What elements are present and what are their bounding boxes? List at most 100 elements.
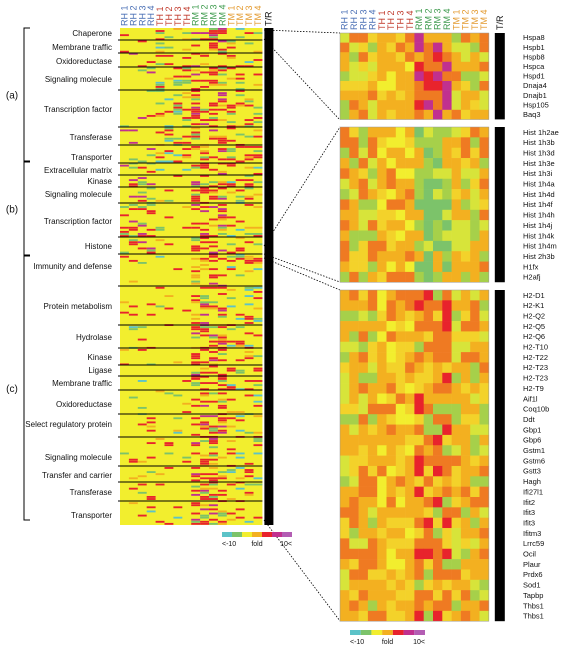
detail-cell [340, 251, 350, 262]
detail-cell [460, 362, 471, 374]
overview-cell [217, 493, 227, 496]
detail-cell [479, 158, 490, 169]
overview-cell [209, 392, 218, 395]
detail-cell [349, 300, 359, 311]
overview-cell [182, 168, 192, 171]
detail-cell [405, 331, 415, 343]
category-label: Signaling molecule [45, 75, 113, 84]
detail-cell [460, 168, 471, 180]
detail-cell [442, 168, 452, 180]
detail-cell [386, 230, 397, 242]
overview-cell [155, 42, 165, 45]
detail-cell [377, 100, 387, 111]
detail-cell [386, 569, 397, 581]
overview-cell [209, 30, 218, 32]
category-label: Membrane traffic [52, 379, 112, 388]
overview-cell [226, 127, 236, 130]
section-label: (b) [6, 205, 18, 216]
detail-cell [349, 372, 359, 384]
overview-cell [128, 328, 138, 331]
category-label: Ligase [88, 366, 112, 375]
overview-cell [164, 139, 174, 142]
detail-cell [405, 341, 415, 353]
column-label: TH 1 [155, 6, 165, 26]
overview-cell [200, 158, 209, 161]
detail-cell [349, 33, 359, 43]
overview-cell [128, 477, 138, 480]
detail-cell [423, 517, 434, 529]
overview-cell [226, 104, 236, 107]
category-label: Kinase [88, 177, 113, 186]
overview-cell [209, 365, 218, 368]
overview-cell [155, 160, 165, 163]
overview-cell [137, 69, 147, 72]
overview-cell [200, 388, 209, 391]
overview-cell [191, 112, 201, 115]
overview-cell [128, 280, 138, 283]
detail-cell [367, 579, 378, 591]
detail-cell [358, 220, 369, 231]
detail-cell [442, 590, 452, 601]
overview-cell [191, 317, 201, 320]
detail-cell [405, 476, 415, 487]
overview-cell [226, 259, 236, 262]
detail-cell [340, 109, 350, 120]
overview-cell [146, 506, 156, 509]
overview-cell [191, 239, 201, 242]
overview-cell [235, 90, 245, 92]
detail-cell [358, 507, 369, 518]
column-label: RH 1 [119, 5, 129, 26]
overview-cell [128, 183, 138, 186]
detail-cell [414, 33, 424, 43]
column-label: RM 3 [208, 4, 218, 26]
detail-cell [433, 137, 443, 148]
overview-cell [253, 367, 263, 370]
overview-cell [244, 351, 254, 353]
overview-cell [217, 406, 227, 409]
detail-cell [386, 445, 397, 456]
detail-cell [470, 610, 480, 622]
overview-cell [146, 498, 156, 500]
overview-cell [200, 156, 209, 159]
overview-cell [200, 392, 209, 395]
detail-cell [358, 81, 369, 91]
detail-cell [414, 158, 424, 169]
detail-cell [423, 33, 434, 43]
overview-cell [128, 326, 138, 329]
detail-cell [414, 209, 424, 221]
overview-cell [191, 110, 201, 113]
detail-cell [386, 52, 397, 63]
legend-left: <-10 fold 10< [222, 532, 292, 548]
detail-cell [470, 261, 480, 273]
detail-cell [414, 81, 424, 91]
detail-cell [470, 90, 480, 101]
overview-cell [191, 475, 201, 478]
overview-cell [191, 442, 201, 445]
detail-cell [358, 497, 369, 508]
detail-cell [460, 538, 471, 550]
overview-cell [200, 415, 209, 418]
overview-cell [209, 135, 218, 138]
overview-cell [217, 141, 227, 144]
detail-cell [395, 486, 406, 498]
overview-cell [235, 388, 245, 391]
overview-cell [146, 442, 156, 445]
overview-cell [209, 195, 218, 198]
detail-cell [377, 189, 387, 200]
overview-cell [209, 477, 218, 480]
detail-cell [395, 372, 406, 384]
detail-cell [395, 424, 406, 436]
overview-cell [209, 473, 218, 476]
detail-cell [377, 393, 387, 405]
detail-cell [358, 372, 369, 384]
detail-cell [451, 403, 462, 415]
detail-cell [479, 600, 490, 612]
detail-cell [358, 559, 369, 570]
overview-cell [200, 462, 209, 465]
overview-cell [146, 71, 156, 74]
overview-cell [191, 73, 201, 76]
overview-cell [226, 297, 236, 300]
gene-label: Hist 2h3b [523, 252, 555, 261]
overview-cell [209, 498, 218, 500]
overview-cell [128, 458, 138, 461]
